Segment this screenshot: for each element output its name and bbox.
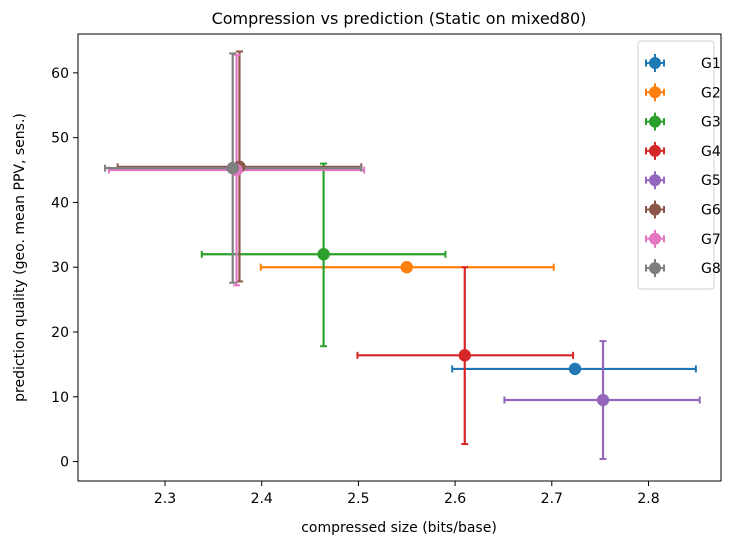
legend-item-g5: G5: [645, 171, 721, 190]
chart-title: Compression vs prediction (Static on mix…: [212, 9, 587, 28]
y-tick-label: 40: [51, 195, 69, 211]
legend-item-g6: G6: [645, 200, 721, 219]
data-point-g5: [596, 393, 610, 407]
legend-label: G4: [701, 144, 721, 160]
legend-item-g1: G1: [645, 54, 721, 72]
legend-marker-dot: [649, 86, 661, 99]
y-axis-label: prediction quality (geo. mean PPV, sens.…: [12, 113, 28, 402]
legend-item-g7: G7: [645, 229, 721, 248]
data-point-g1: [568, 362, 582, 376]
y-tick-label: 10: [51, 390, 69, 406]
data-point-g8: [226, 161, 239, 175]
y-tick-label: 30: [51, 260, 69, 276]
x-tick-label: 2.3: [154, 491, 176, 507]
legend-item-g2: G2: [645, 83, 721, 102]
x-axis-label: compressed size (bits/base): [301, 520, 497, 536]
y-tick-label: 60: [51, 66, 69, 82]
legend-marker-dot: [649, 57, 661, 69]
legend-label: G7: [701, 232, 721, 248]
legend-label: G6: [701, 203, 721, 219]
legend-marker-dot: [649, 144, 661, 157]
plot-frame: [77, 33, 722, 482]
legend-box: [637, 40, 715, 290]
y-tick-label: 20: [51, 325, 69, 341]
legend: G1 G2 G3 G4 G5 G6 G7 G8: [637, 40, 721, 290]
legend-item-g3: G3: [645, 112, 721, 131]
legend-marker-dot: [649, 203, 661, 216]
y-tick-label: 0: [60, 455, 69, 471]
data-point-g4: [458, 349, 471, 362]
legend-label: G5: [701, 173, 721, 189]
legend-label: G3: [701, 115, 721, 131]
legend-label: G1: [701, 56, 721, 72]
data-point-g3: [317, 248, 330, 261]
data-point-g2: [400, 261, 413, 274]
x-tick-label: 2.5: [347, 491, 369, 507]
legend-item-g4: G4: [645, 141, 721, 160]
legend-marker-dot: [649, 262, 661, 275]
error-bars: [104, 50, 701, 460]
x-tick-label: 2.8: [637, 491, 659, 507]
x-tick-label: 2.6: [444, 491, 466, 507]
legend-label: G2: [701, 85, 721, 101]
legend-marker-dot: [649, 232, 661, 245]
legend-marker-dot: [649, 174, 661, 187]
x-tick-label: 2.4: [251, 491, 273, 507]
x-tick-label: 2.7: [541, 491, 563, 507]
y-tick-label: 50: [51, 131, 69, 147]
legend-label: G8: [701, 261, 721, 277]
legend-marker-dot: [649, 115, 661, 128]
axis-ticks: 2.3 2.4 2.5 2.6 2.7 2.8 0 10 20 30 40 50 60: [51, 66, 659, 507]
legend-item-g8: G8: [645, 259, 721, 278]
data-points: [226, 160, 610, 407]
